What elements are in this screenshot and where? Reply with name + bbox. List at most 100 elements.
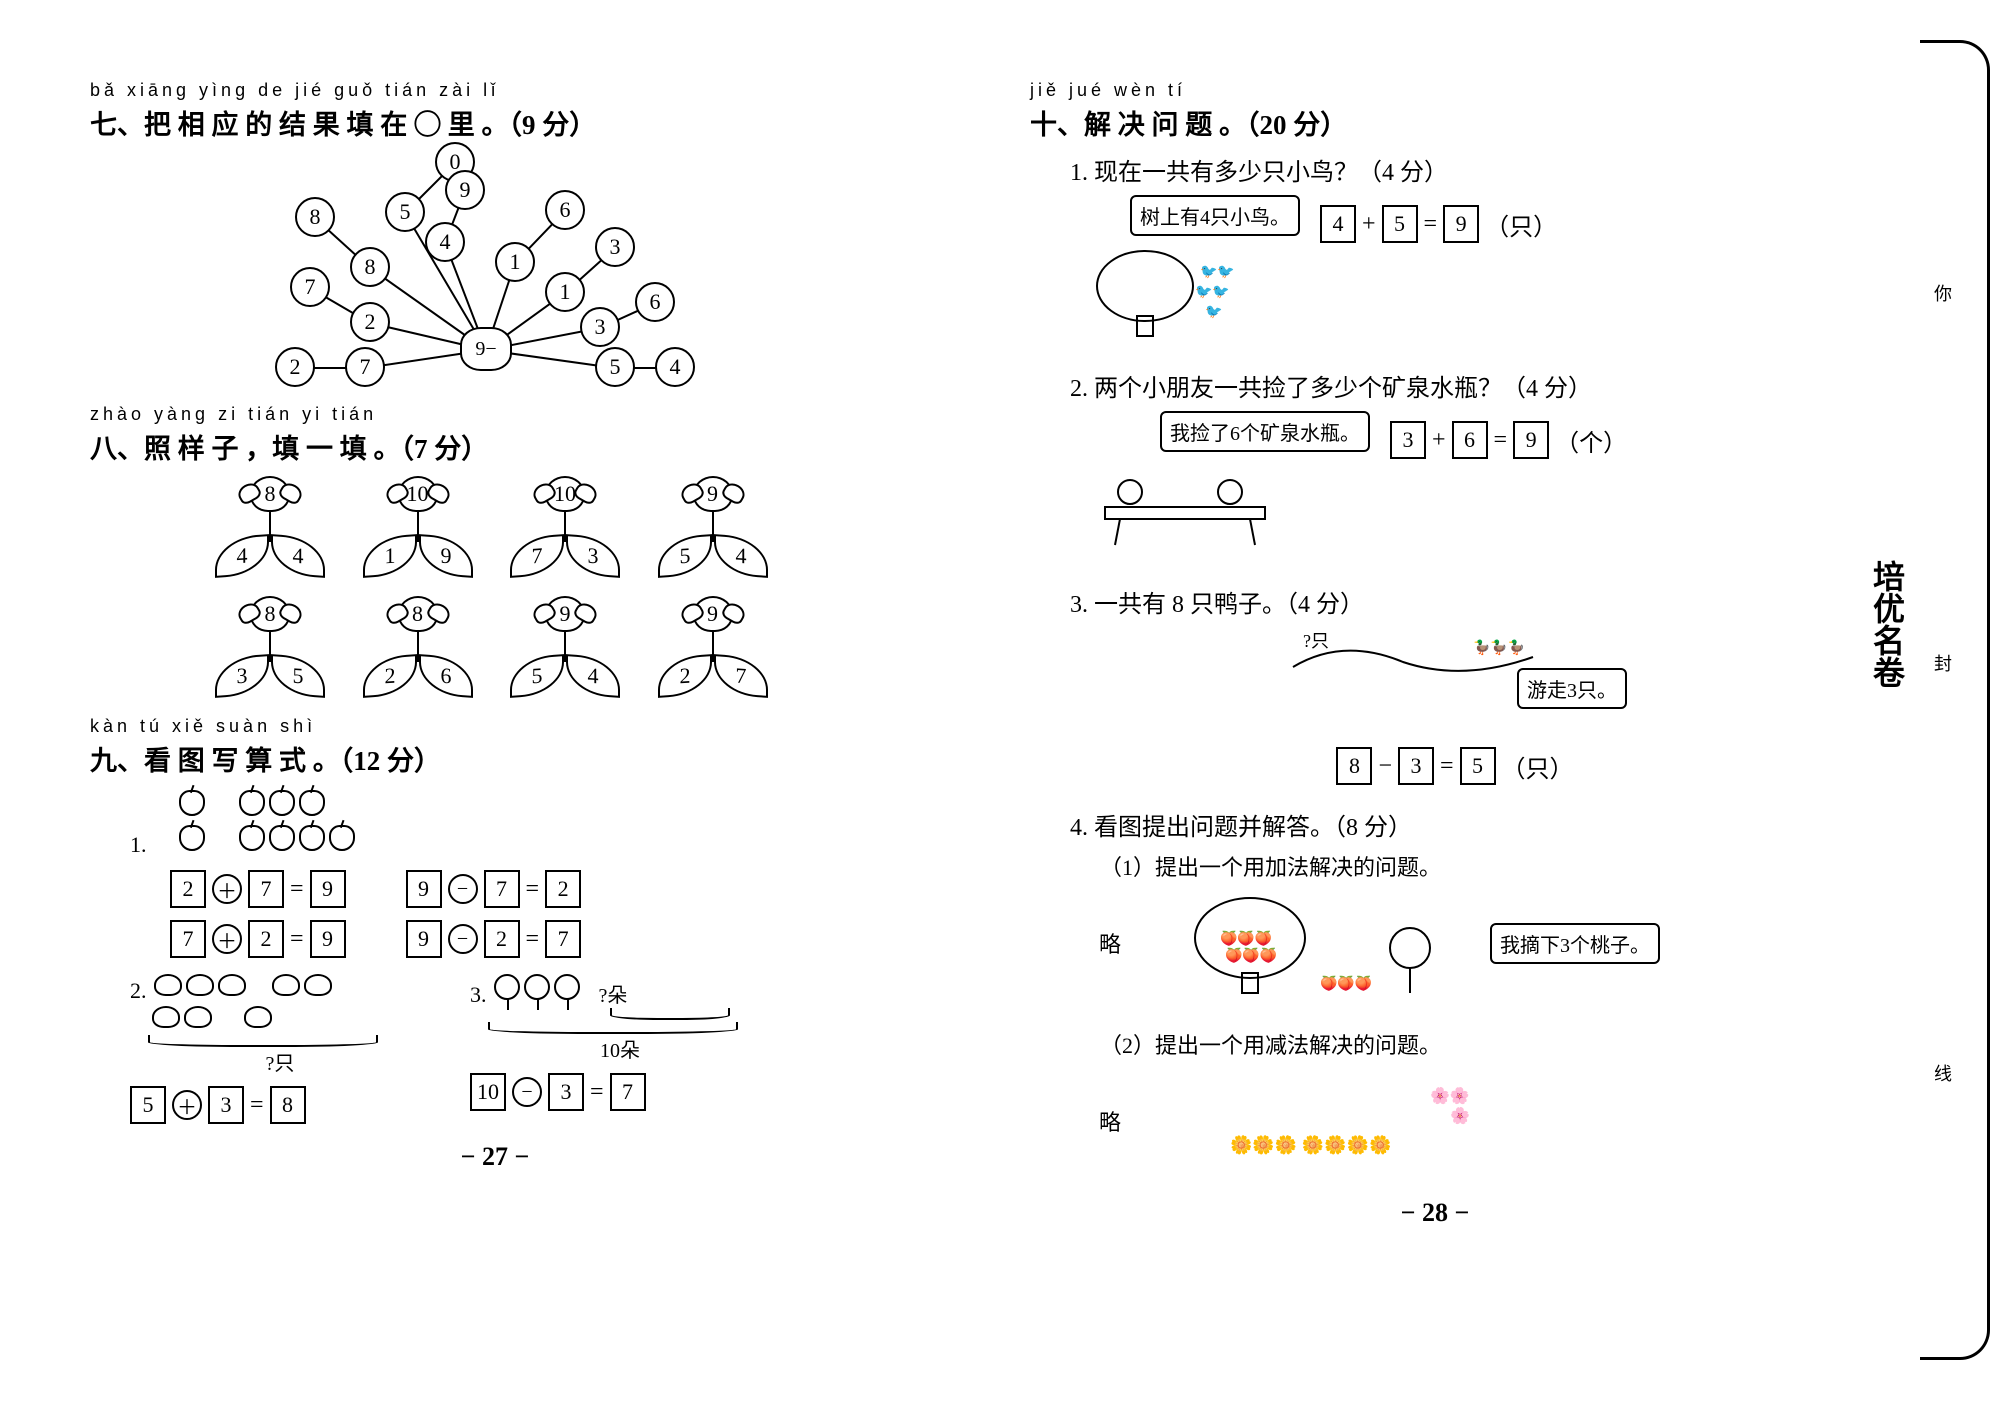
peacock-mid-node: 7 — [345, 347, 385, 387]
speech-bubble: 我摘下3个桃子。 — [1490, 923, 1660, 964]
answer-omitted: 略 — [1070, 927, 1150, 959]
speech-bubble: 我捡了6个矿泉水瓶。 — [1160, 411, 1370, 452]
flower-leaf-left: 2 — [363, 654, 417, 698]
svg-text:🌸: 🌸 — [1450, 1106, 1470, 1125]
peach-icon — [179, 790, 205, 816]
chick-icon — [218, 974, 246, 996]
peacock-end-node: 2 — [275, 347, 315, 387]
q9-2-hint: ?只 — [130, 1047, 430, 1076]
flower-top: 9 — [693, 596, 733, 632]
q9-3: 3. ?朵 10朵 10 − 3 = 7 — [470, 972, 770, 1124]
flower-item: 826 — [363, 596, 473, 706]
peach-icon — [239, 790, 265, 816]
q10-2: 2. 两个小朋友一共捡了多少个矿泉水瓶？（4 分） 我捡了6个矿泉水瓶。 3 +… — [1070, 368, 1840, 562]
q9-1: 1. 2＋7=99−7=27＋2=99−2=7 — [130, 788, 900, 958]
svg-text:?只: ?只 — [1303, 631, 1329, 651]
q9-23-row: 2. ?只 5 ＋ 3 = 8 — [130, 972, 900, 1124]
peacock-end-node: 7 — [290, 267, 330, 307]
equation: 2＋7=9 — [170, 870, 346, 908]
flower-leaf-left: 7 — [510, 534, 564, 578]
tree-birds-icon: 🐦🐦🐦🐦🐦 — [1070, 236, 1300, 346]
flower-leaves: 73 — [510, 536, 620, 580]
peach-icon — [239, 825, 265, 851]
q10-1-eq: 4 + 5 = 9 （只） — [1320, 205, 1557, 243]
flower-item: 835 — [215, 596, 325, 706]
flower-item: 1019 — [363, 476, 473, 586]
flower-item: 9 27 — [658, 596, 768, 706]
peacock-end-node: 3 — [595, 227, 635, 267]
flower-leaf-right: 7 — [714, 654, 768, 698]
flower-item: 954 — [658, 476, 768, 586]
peach-icon — [299, 790, 325, 816]
speech-bubble: 游走3只。 — [1517, 668, 1627, 709]
peacock-end-node: 9 — [445, 170, 485, 210]
cut-label: 你 — [1934, 280, 1952, 306]
section-9: kàn tú xiě suàn shì 九、看 图 写 算 式 。（12 分） … — [90, 716, 900, 1124]
flower-leaf-left: 5 — [658, 534, 712, 578]
pinyin-10: jiě jué wèn tí — [1030, 80, 1840, 101]
svg-text:🦆🦆🦆: 🦆🦆🦆 — [1473, 639, 1525, 656]
flower-icon — [494, 974, 520, 1000]
peacock-mid-node: 3 — [580, 307, 620, 347]
title-9: 九、看 图 写 算 式 。（12 分） — [90, 739, 900, 778]
flower-icon — [524, 974, 550, 1000]
q10-1: 1. 现在一共有多少只小鸟？（4 分） 树上有4只小鸟。 🐦🐦🐦🐦🐦 4 + 5… — [1070, 152, 1840, 346]
answer-omitted: 略 — [1070, 1105, 1150, 1137]
flower-grid: 84410191073954835826954927 — [215, 476, 775, 706]
flower-leaves: 44 — [215, 536, 325, 580]
title-10: 十、解 决 问 题 。（20 分） — [1030, 103, 1840, 142]
chick-icon — [272, 974, 300, 996]
cut-label: 线 — [1934, 1060, 1952, 1086]
peacock-end-node: 6 — [545, 190, 585, 230]
flower-leaf-left: 5 — [510, 654, 564, 698]
peach-icon — [179, 825, 205, 851]
flower-leaf-left: 4 — [215, 534, 269, 578]
q9-2: 2. ?只 5 ＋ 3 = 8 — [130, 972, 430, 1124]
svg-text:🐦🐦: 🐦🐦 — [1200, 265, 1235, 280]
brace-icon — [148, 1035, 378, 1047]
peacock-mid-node: 4 — [425, 222, 465, 262]
peacock-end-node: 4 — [655, 347, 695, 387]
peach-icon — [269, 790, 295, 816]
speech-bubble: 树上有4只小鸟。 — [1130, 195, 1300, 236]
chick-icon — [184, 1006, 212, 1028]
flower-leaves: 27 — [658, 656, 768, 700]
flower-icon — [554, 974, 580, 1000]
brace-icon — [610, 1008, 730, 1020]
peach-groups: 1. — [130, 788, 900, 858]
flower-leaf-left: 3 — [215, 654, 269, 698]
tree-peaches-icon: 🍑🍑🍑🍑🍑🍑🍑🍑🍑 — [1170, 888, 1470, 998]
ducks-icon: ?只🦆🦆🦆 — [1283, 627, 1513, 737]
flower-leaves: 35 — [215, 656, 325, 700]
chick-icon — [186, 974, 214, 996]
flower-leaf-right: 4 — [566, 654, 620, 698]
title-8: 八、照 样 子 ，填 一 填 。（7 分） — [90, 427, 900, 466]
pagenum-left: − 27 − — [90, 1142, 900, 1172]
peach-icon — [299, 825, 325, 851]
flower-top: 8 — [250, 476, 290, 512]
flower-leaf-right: 9 — [419, 534, 473, 578]
svg-text:🍑🍑🍑: 🍑🍑🍑 — [1320, 975, 1373, 992]
peacock-center: 9− — [460, 327, 512, 371]
peach-right — [237, 788, 357, 858]
pagenum-right: − 28 − — [1030, 1198, 1840, 1228]
pinyin-8: zhào yàng zi tián yi tián — [90, 404, 900, 425]
brand-label: 培优名卷 — [1864, 560, 1910, 688]
chick-icon — [304, 974, 332, 996]
q9-2-eq: 5 ＋ 3 = 8 — [130, 1086, 430, 1124]
kids-table-icon — [1070, 452, 1300, 562]
peacock-mid-node: 5 — [595, 347, 635, 387]
flower-leaves: 54 — [658, 536, 768, 580]
flower-leaf-left: 1 — [363, 534, 417, 578]
brace-icon — [488, 1022, 738, 1034]
flower-top: 10 — [545, 476, 585, 512]
svg-text:🐦🐦: 🐦🐦 — [1195, 285, 1230, 300]
page-right: jiě jué wèn tí 十、解 决 问 题 。（20 分） 1. 现在一共… — [1000, 60, 1870, 1248]
flower-leaf-right: 3 — [566, 534, 620, 578]
section-8: zhào yàng zi tián yi tián 八、照 样 子 ，填 一 填… — [90, 404, 900, 706]
equation: 9−7=2 — [406, 870, 582, 908]
peach-icon — [329, 825, 355, 851]
flower-leaf-left: 2 — [658, 654, 712, 698]
q9-3-eq: 10 − 3 = 7 — [470, 1073, 770, 1111]
q10-3-eq: 8 − 3 = 5 （只） — [1070, 747, 1840, 785]
